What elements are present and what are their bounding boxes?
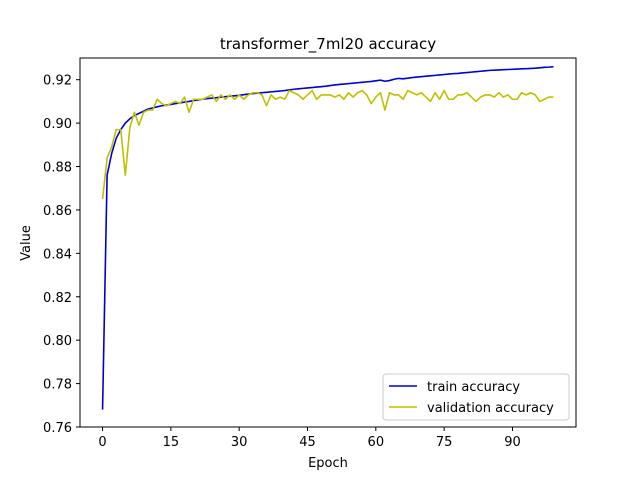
x-tick-label: 60 [368, 435, 385, 450]
series-line-validation-accuracy [101, 89, 554, 200]
x-tick-label: 30 [231, 435, 248, 450]
y-tick-label: 0.82 [43, 291, 72, 306]
y-axis-label: Value [19, 225, 34, 261]
axes-frame [79, 57, 577, 428]
y-tick-label: 0.80 [43, 334, 72, 349]
x-tick-label: 90 [504, 435, 521, 450]
y-tick-label: 0.86 [43, 204, 72, 219]
y-tick-label: 0.76 [43, 421, 72, 436]
plot-area: 0 15 30 45 60 75 90 0.76 0.78 0.80 0.82 0.84 0.86 0.8… [43, 57, 577, 450]
y-tick-label: 0.92 [43, 74, 72, 89]
x-tick-label: 75 [436, 435, 453, 450]
y-tick-label: 0.88 [43, 161, 72, 176]
x-tick-label: 45 [299, 435, 316, 450]
y-tick-label: 0.84 [43, 247, 72, 262]
legend-box [382, 373, 570, 421]
y-tick-label: 0.90 [43, 117, 72, 132]
x-tick-label: 0 [98, 435, 106, 450]
x-axis-label: Epoch [308, 456, 348, 471]
y-tick-label: 0.78 [43, 378, 72, 393]
legend-entry-label: train accuracy [427, 380, 520, 395]
chart-title: transformer_7ml20 accuracy [220, 35, 436, 54]
legend-entry-label: validation accuracy [427, 401, 554, 416]
legend: train accuracy validation accuracy [382, 373, 570, 421]
x-tick-label: 15 [163, 435, 180, 450]
